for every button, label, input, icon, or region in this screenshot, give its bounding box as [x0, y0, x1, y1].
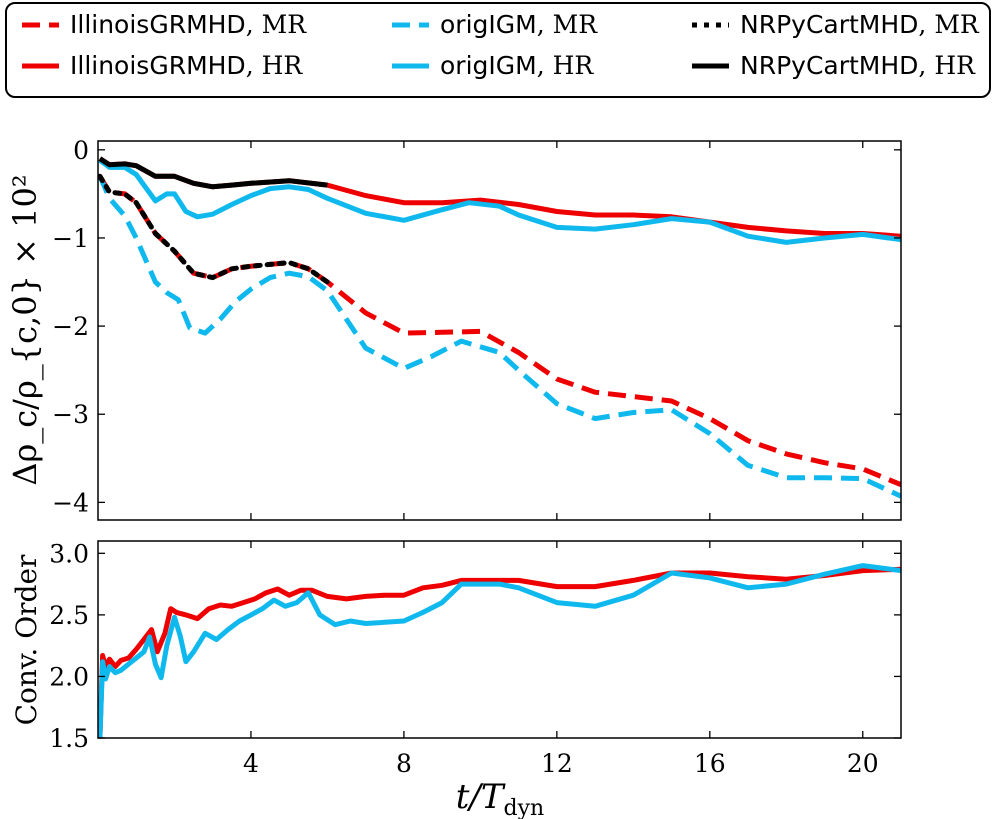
top-series-origigm-hr	[98, 158, 901, 245]
legend-label: IllinoisGRMHD, MR	[70, 10, 307, 39]
legend-resolution: MR	[262, 10, 308, 39]
x-axis-label-sub: dyn	[504, 796, 545, 819]
legend-label: origIGM, MR	[440, 10, 598, 39]
bottom-axes-frame	[97, 540, 902, 739]
bottom-series-origigm	[98, 563, 901, 738]
top-series-illinoisgrmhd-mr	[98, 175, 901, 488]
legend-label: NRPyCartMHD, HR	[740, 51, 976, 80]
y-tick-label: −4	[52, 488, 89, 517]
x-tick-label: 12	[541, 749, 573, 778]
legend-resolution: HR	[262, 51, 304, 80]
legend-comma: ,	[537, 10, 553, 39]
legend-label: IllinoisGRMHD, HR	[70, 51, 303, 80]
top-axes-frame	[97, 140, 902, 521]
legend-code-name: IllinoisGRMHD	[70, 51, 246, 80]
legend-resolution: MR	[934, 10, 980, 39]
y-tick-label: 2.0	[49, 662, 89, 691]
legend-entry-6: NRPyCartMHD, HR	[692, 51, 976, 80]
y-tick-label: −2	[52, 312, 89, 341]
legend-code-name: IllinoisGRMHD	[70, 10, 246, 39]
y-tick-label: 1.5	[49, 724, 89, 753]
legend-resolution: MR	[553, 10, 599, 39]
legend-entry-1: IllinoisGRMHD, MR	[22, 10, 307, 39]
legend-entry-2: origIGM, MR	[392, 10, 598, 39]
top-series-illinoisgrmhd-hr	[98, 156, 901, 239]
x-axis-label-main: t/T	[456, 777, 506, 817]
legend-code-name: origIGM	[440, 51, 537, 80]
y-tick-label: 3.0	[49, 539, 89, 568]
legend-comma: ,	[537, 51, 553, 80]
legend-resolution: HR	[553, 51, 595, 80]
legend-label: origIGM, HR	[440, 51, 594, 80]
legend-comma: ,	[918, 51, 934, 80]
top-panel: 0 −1 −2 −3 −4 Δρ_c/ρ_{c,0} × 10²	[6, 136, 902, 521]
y-tick-label: 0	[73, 136, 89, 165]
legend-comma: ,	[246, 10, 262, 39]
bottom-y-axis-label: Conv. Order	[10, 554, 43, 725]
legend-comma: ,	[918, 10, 934, 39]
legend-code-name: NRPyCartMHD	[740, 51, 918, 80]
x-tick-label: 4	[243, 749, 259, 778]
legend-code-name: origIGM	[440, 10, 537, 39]
x-tick-label: 8	[396, 749, 412, 778]
y-tick-label: −3	[52, 400, 89, 429]
bottom-series-illinoisgrmhd	[98, 566, 901, 738]
x-axis-label: t/Tdyn	[456, 777, 544, 819]
top-series-origigm-mr	[98, 175, 901, 499]
x-tick-label: 20	[847, 749, 879, 778]
legend-entry-4: IllinoisGRMHD, HR	[22, 51, 303, 80]
legend-code-name: NRPyCartMHD	[740, 10, 918, 39]
legend-frame	[5, 2, 991, 98]
legend-label: NRPyCartMHD, MR	[740, 10, 980, 39]
x-tick-label: 16	[694, 749, 726, 778]
legend-comma: ,	[246, 51, 262, 80]
legend-entry-3: NRPyCartMHD, MR	[692, 10, 980, 39]
bottom-panel: 4 8 12 16 20 1.5 2.0 2.5 3.0 Conv. Order	[10, 539, 902, 778]
top-y-axis-label: Δρ_c/ρ_{c,0} × 10²	[6, 174, 44, 485]
top-series-nrpycartmhd-hr	[98, 156, 328, 190]
legend-entry-5: origIGM, HR	[392, 51, 594, 80]
legend: IllinoisGRMHD, MR origIGM, MR NRPyCartMHD,…	[5, 2, 991, 98]
y-tick-label: 2.5	[49, 601, 89, 630]
top-series-nrpycartmhd-mr	[98, 173, 330, 285]
legend-resolution: HR	[934, 51, 976, 80]
y-tick-label: −1	[52, 224, 89, 253]
